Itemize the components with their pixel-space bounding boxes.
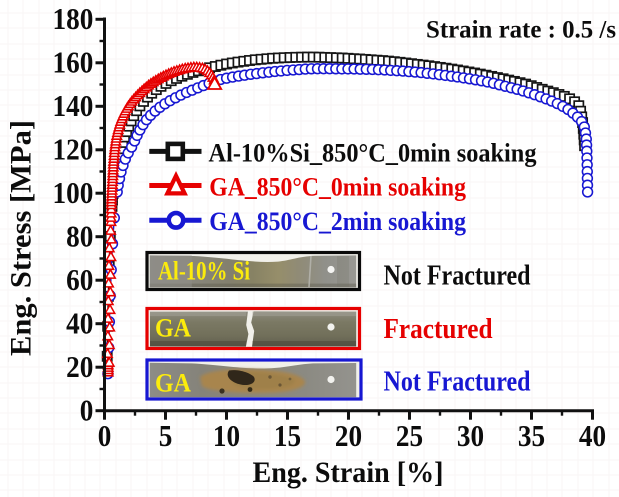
svg-text:GA_850°C_2min soaking: GA_850°C_2min soaking [209,206,466,236]
svg-text:160: 160 [53,46,94,80]
svg-text:Al-10%Si_850°C_0min soaking: Al-10%Si_850°C_0min soaking [209,138,537,168]
svg-text:10: 10 [213,419,240,453]
svg-text:180: 180 [53,2,94,36]
svg-text:Eng. Stress [MPa]: Eng. Stress [MPa] [6,120,38,356]
svg-text:15: 15 [274,419,301,453]
svg-text:20: 20 [66,350,93,384]
svg-text:30: 30 [457,419,484,453]
svg-text:80: 80 [66,219,93,253]
svg-text:GA_850°C_0min soaking: GA_850°C_0min soaking [209,172,466,202]
svg-text:GA: GA [155,314,191,343]
svg-text:140: 140 [53,89,94,123]
svg-text:Not Fractured: Not Fractured [384,366,531,397]
svg-text:25: 25 [396,419,423,453]
svg-text:0: 0 [98,419,112,453]
svg-text:35: 35 [518,419,545,453]
svg-text:40: 40 [66,306,93,340]
svg-text:60: 60 [66,263,93,297]
svg-text:Strain rate : 0.5 /s: Strain rate : 0.5 /s [426,14,616,43]
svg-text:120: 120 [53,133,94,167]
svg-text:Eng. Strain [%]: Eng. Strain [%] [253,457,444,489]
svg-text:0: 0 [80,393,94,427]
svg-text:Al-10% Si: Al-10% Si [158,257,250,286]
svg-text:5: 5 [159,419,173,453]
svg-text:20: 20 [335,419,362,453]
svg-text:Fractured: Fractured [384,314,493,345]
svg-text:GA: GA [155,369,191,398]
svg-text:Not Fractured: Not Fractured [384,261,531,292]
svg-text:100: 100 [53,176,94,210]
svg-text:40: 40 [579,419,606,453]
